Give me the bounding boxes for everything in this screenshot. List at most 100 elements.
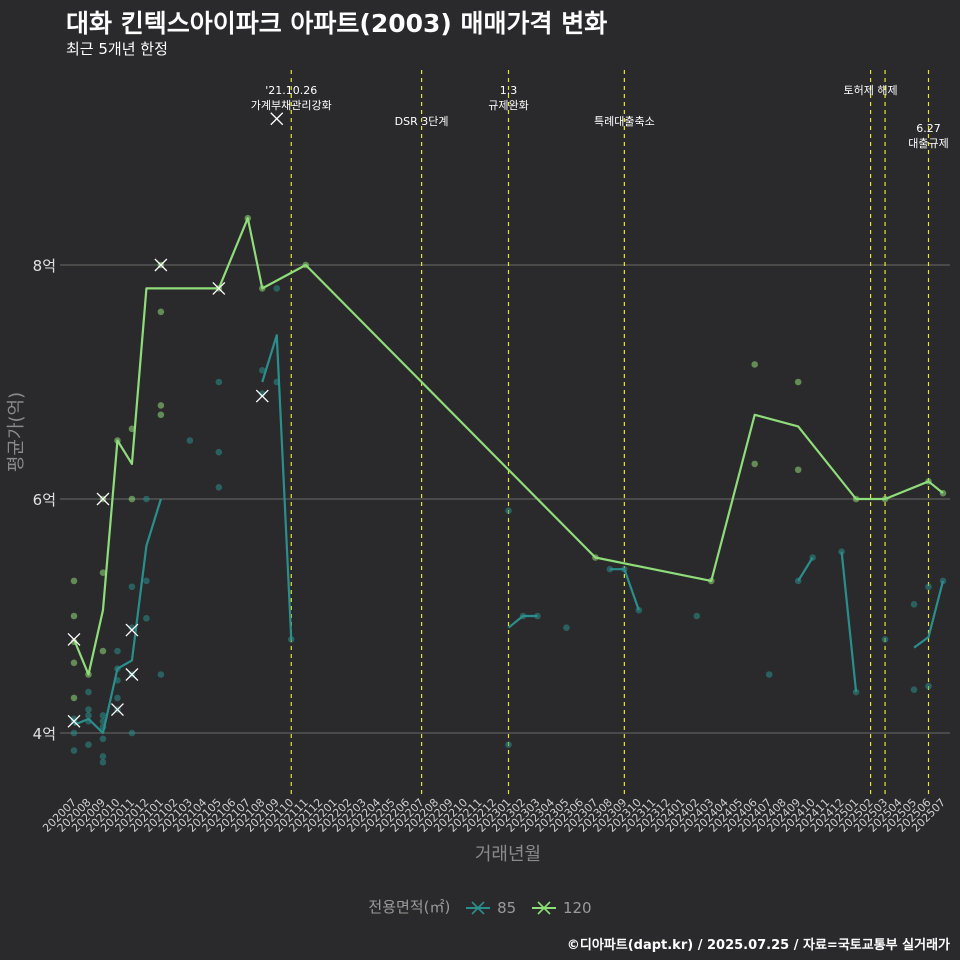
event-label: 특례대출축소 [594, 115, 655, 128]
data-point [505, 741, 512, 748]
data-point [563, 624, 570, 631]
event-label-line: 규제완화 [488, 99, 528, 112]
data-point [114, 647, 121, 655]
data-point [128, 624, 136, 631]
data-point [99, 712, 107, 719]
data-point [114, 694, 121, 702]
data-point [765, 671, 773, 678]
data-point [881, 636, 889, 643]
chart-title: 대화 킨텍스아이파크 아파트(2003) 매매가격 변화 [66, 9, 608, 38]
series-line [797, 556, 814, 582]
event-label: 토허제 해제 [844, 83, 898, 97]
data-point [99, 753, 107, 760]
data-point [143, 495, 150, 503]
y-tick-label: 6억 [33, 491, 56, 509]
data-point [910, 601, 918, 608]
legend-label-85: 85 [497, 898, 517, 917]
cross-marker [125, 623, 139, 637]
data-point [157, 308, 165, 316]
series-line [840, 551, 858, 693]
legend-label-120: 120 [562, 898, 592, 917]
data-point [751, 460, 759, 468]
data-point [925, 583, 932, 591]
data-point [157, 402, 165, 409]
data-point [215, 378, 223, 386]
event-label: '21.10.26 가계부채관리강화 [251, 84, 332, 112]
data-point [70, 659, 78, 667]
data-point [925, 682, 932, 690]
data-point [910, 686, 918, 694]
event-label-line: 6.27 [916, 122, 941, 135]
series-line [507, 614, 538, 629]
series-120 [67, 112, 947, 702]
data-point [215, 484, 223, 491]
cross-marker [270, 112, 284, 126]
y-axis-title: 평균가(억) [6, 392, 27, 472]
legend-key-85 [465, 900, 491, 916]
data-point [128, 729, 136, 737]
data-point [70, 715, 78, 723]
data-point [751, 361, 759, 368]
data-point [85, 688, 92, 696]
data-point [70, 747, 78, 754]
data-point [794, 378, 802, 386]
event-label-line: 1.3 [500, 84, 518, 97]
data-point [794, 466, 802, 474]
event-label-line: 특례대출축소 [594, 115, 655, 128]
event-label-line: 토허제 해제 [844, 83, 898, 97]
cross-marker [67, 632, 81, 646]
y-tick-label: 8억 [33, 257, 56, 275]
chart-subtitle: 최근 5개년 한정 [66, 40, 168, 58]
data-point [128, 583, 136, 591]
series-line [261, 334, 293, 640]
series-line [72, 217, 944, 676]
legend-item-120: 120 [531, 899, 592, 917]
legend-title: 전용면적(㎡) [368, 898, 451, 916]
series-line [73, 498, 162, 735]
data-point [505, 507, 512, 514]
data-point [70, 612, 78, 620]
cross-marker [110, 703, 124, 717]
event-label-line: DSR 3단계 [395, 115, 449, 128]
data-point [70, 729, 78, 737]
data-point [85, 712, 92, 719]
cross-marker [154, 258, 168, 272]
data-point [258, 367, 266, 374]
event-label-line: '21.10.26 [265, 84, 317, 97]
series-85 [67, 285, 947, 766]
legend-item-85: 85 [465, 899, 516, 917]
event-label-line: 대출규제 [908, 137, 948, 150]
series-line [609, 568, 640, 611]
data-point [70, 577, 78, 585]
data-point [99, 758, 107, 766]
x-axis-title: 거래년월 [475, 844, 541, 865]
data-point [143, 577, 150, 585]
data-point [157, 411, 165, 419]
event-label: DSR 3단계 [395, 115, 449, 128]
data-point [85, 706, 92, 713]
data-point [143, 615, 150, 622]
series-line [913, 580, 945, 649]
data-point [85, 741, 92, 748]
source-caption: ©디아파트(dapt.kr) / 2025.07.25 / 자료=국토교통부 실… [566, 938, 950, 953]
data-point [258, 390, 266, 398]
event-label-line: 가계부채관리강화 [251, 99, 332, 112]
legend: 전용면적(㎡) 85 120 [0, 896, 960, 917]
cross-marker [212, 281, 226, 295]
data-point [186, 437, 194, 444]
event-label: 1.3 규제완화 [488, 84, 528, 112]
data-point [70, 694, 78, 702]
cross-marker [125, 668, 139, 681]
data-point [215, 448, 223, 456]
legend-key-120 [531, 900, 557, 916]
data-point [273, 285, 281, 292]
data-point [99, 569, 107, 577]
cross-marker [96, 492, 110, 506]
data-point [99, 735, 107, 743]
cross-marker [255, 389, 269, 403]
data-point [693, 612, 701, 620]
event-label: 6.27 대출규제 [908, 122, 948, 150]
y-tick-label: 4억 [33, 725, 56, 743]
data-point [99, 647, 107, 655]
